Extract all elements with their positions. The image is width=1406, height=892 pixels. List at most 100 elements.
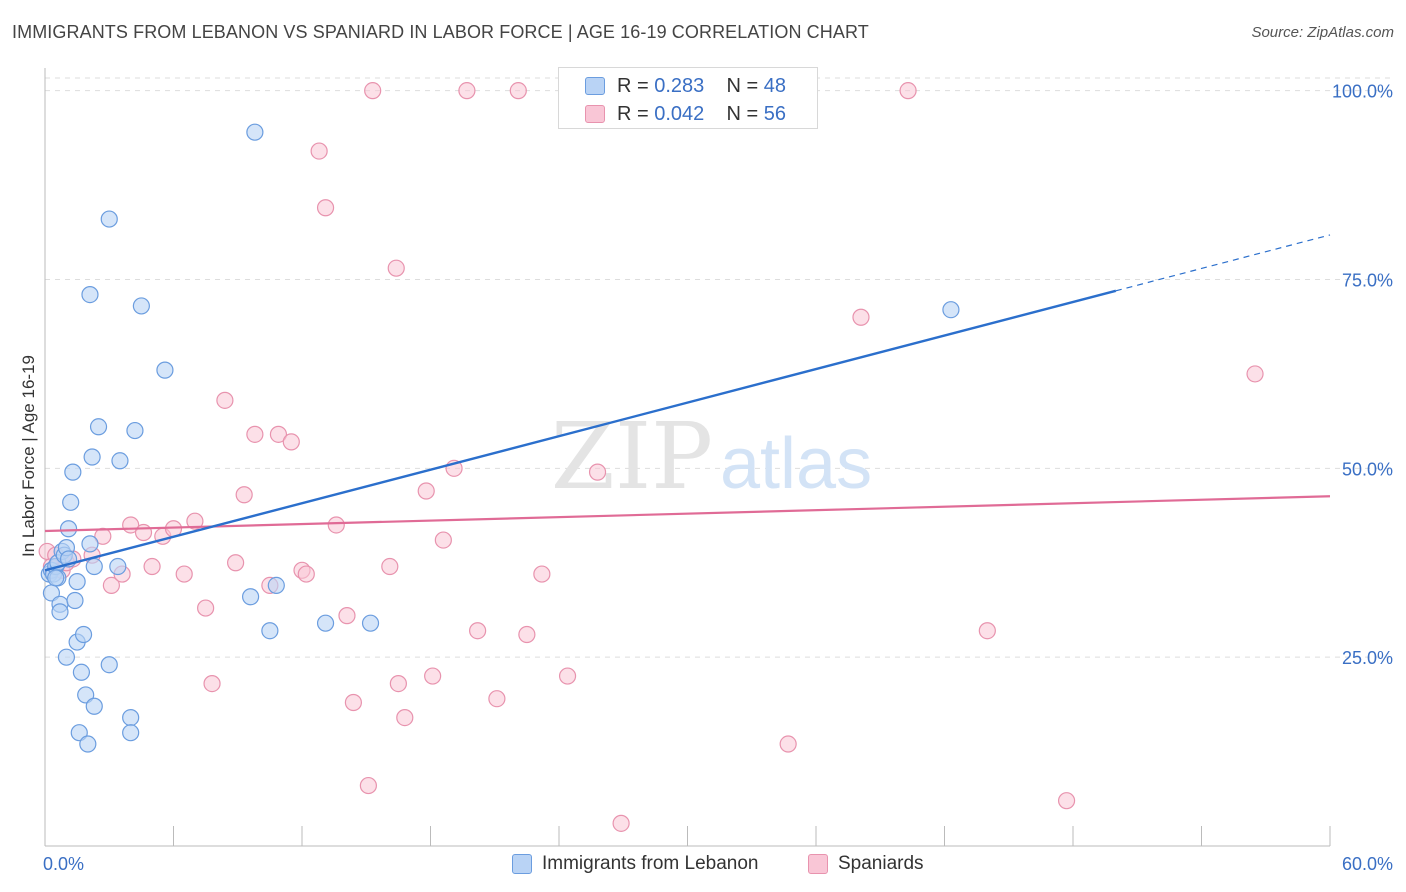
spaniard-point — [469, 622, 487, 640]
y-tick-label: 100.0% — [1332, 82, 1393, 102]
spaniard-point — [316, 199, 335, 217]
spaniard-point — [297, 565, 315, 583]
lebanon-point — [70, 724, 88, 742]
lebanon-point — [51, 603, 69, 621]
spaniard-point — [458, 82, 476, 100]
lebanon-legend-swatch — [512, 854, 532, 874]
spaniard-point — [558, 667, 577, 685]
tick-labels: 25.0% 50.0% 75.0% 100.0% 0.0% 60.0% — [43, 82, 1393, 874]
spaniard-point — [612, 814, 630, 832]
watermark: ZIP atlas — [551, 403, 872, 510]
legend-label-spaniard: Spaniards — [838, 853, 924, 874]
spaniard-point — [246, 425, 264, 443]
axes — [44, 68, 1331, 847]
spaniard-point — [338, 607, 356, 625]
stats-text-lebanon: R = 0.283 N = 48 — [617, 75, 786, 98]
spaniard-point — [269, 425, 288, 443]
spaniard-point — [175, 565, 193, 583]
lebanon-point — [57, 648, 76, 666]
spaniard-point — [282, 433, 300, 451]
spaniard-point — [779, 735, 797, 753]
lebanon-point — [156, 361, 174, 379]
spaniard-point — [381, 557, 399, 576]
x-tick-label: 60.0% — [1342, 854, 1393, 874]
legend-label-lebanon: Immigrants from Lebanon — [542, 853, 759, 874]
spaniard-point — [434, 531, 452, 549]
lebanon-point — [64, 463, 82, 481]
lebanon-point — [126, 421, 144, 440]
lebanon-point — [47, 569, 65, 587]
lebanon-point — [246, 123, 264, 141]
spaniard-point — [227, 554, 245, 572]
spaniard-point — [518, 625, 536, 644]
spaniard-point — [899, 82, 917, 100]
spaniard-point — [186, 512, 204, 530]
spaniard-point — [396, 708, 414, 727]
lebanon-point — [72, 663, 91, 681]
lebanon-point — [261, 622, 279, 640]
lebanon-point — [59, 520, 78, 538]
r-label: R = — [617, 75, 655, 97]
lebanon-point — [81, 286, 99, 304]
lebanon-point — [66, 591, 84, 610]
lebanon-point — [79, 735, 97, 753]
spaniard-legend-swatch — [808, 854, 828, 874]
lebanon-point — [74, 625, 93, 644]
spaniard-point — [235, 486, 253, 504]
lebanon-trend-extension — [1115, 234, 1331, 292]
lebanon-point — [316, 614, 335, 632]
r-value: 0.042 — [654, 103, 705, 125]
source-label: Source: ZipAtlas.com — [1251, 24, 1394, 41]
lebanon-trend-line — [44, 289, 1117, 572]
series-legend: Immigrants from Lebanon Spaniards — [0, 852, 1406, 878]
lebanon-point — [122, 708, 140, 727]
spaniard-point — [364, 82, 382, 100]
lebanon-point — [132, 297, 150, 315]
spaniard-point — [389, 675, 407, 693]
n-value: 56 — [763, 103, 787, 125]
y-tick-label: 50.0% — [1342, 459, 1393, 479]
watermark-zip: ZIP — [551, 403, 713, 510]
spaniard-point — [1057, 792, 1076, 810]
lebanon-point — [100, 656, 118, 674]
r-value: 0.283 — [654, 75, 705, 97]
spaniard-point — [509, 82, 527, 100]
spaniard-point — [533, 565, 551, 583]
y-axis-label: In Labor Force | Age 16-19 — [19, 355, 38, 557]
spaniard-point — [978, 622, 996, 640]
grid-lines — [45, 77, 1392, 658]
spaniard-point — [134, 523, 153, 542]
x-tick-label: 0.0% — [43, 854, 84, 874]
y-tick-label: 75.0% — [1342, 270, 1393, 290]
lebanon-point — [111, 452, 129, 470]
lebanon-point — [100, 210, 118, 228]
spaniard-point — [488, 690, 506, 708]
spaniard-point — [852, 308, 870, 326]
lebanon-point — [122, 724, 140, 742]
r-label: R = — [617, 103, 655, 125]
n-value: 48 — [763, 75, 787, 97]
n-label: N = — [726, 75, 764, 97]
lebanon-point — [267, 576, 285, 595]
spaniard-point — [424, 667, 442, 685]
spaniard-swatch — [585, 105, 605, 123]
trend-lines — [44, 234, 1331, 572]
lebanon-point — [62, 493, 80, 511]
spaniard-point — [359, 776, 377, 795]
lebanon-point — [68, 573, 86, 591]
spaniard-point — [143, 557, 161, 576]
lebanon-point — [89, 418, 108, 436]
lebanon-swatch — [585, 77, 605, 95]
lebanon-point — [83, 448, 101, 466]
lebanon-point — [109, 557, 127, 576]
spaniard-point — [216, 391, 234, 409]
watermark-atlas: atlas — [720, 424, 872, 504]
stats-legend: R = 0.283 N = 48 R = 0.042 N = 56 — [558, 67, 818, 129]
spaniard-point — [588, 463, 607, 481]
n-label: N = — [726, 103, 764, 125]
lebanon-point — [242, 588, 260, 606]
lebanon-point — [81, 535, 99, 553]
lebanon-points — [40, 123, 960, 753]
lebanon-point — [85, 557, 103, 576]
